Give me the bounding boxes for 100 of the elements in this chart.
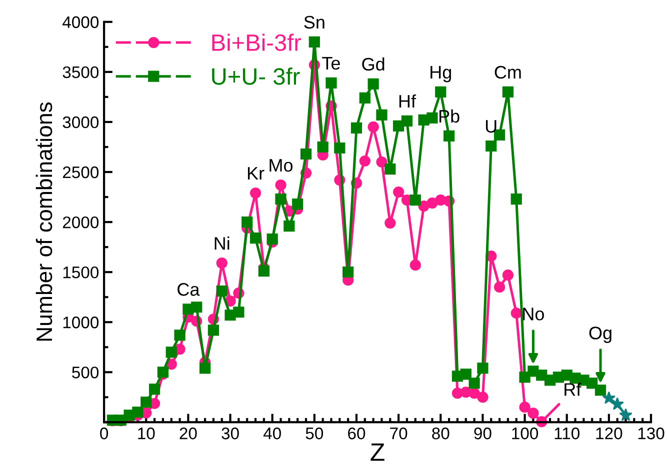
annotation: Hf [399, 94, 416, 108]
point [410, 194, 421, 206]
point [502, 86, 514, 98]
legend-label: Bi+Bi-3fr [212, 34, 302, 52]
point [376, 156, 388, 168]
point [292, 198, 304, 210]
annotation: No [523, 308, 544, 320]
point [308, 36, 320, 48]
point [594, 384, 606, 396]
y-axis-title: Number of combinations [36, 102, 52, 341]
point [284, 220, 295, 232]
annotation: Cm [494, 66, 521, 79]
y-tick-label: 3000 [62, 116, 99, 128]
point [140, 396, 152, 408]
point [510, 308, 522, 319]
annotation: Ni [214, 236, 230, 250]
point [275, 193, 286, 205]
point [342, 266, 354, 278]
point [191, 302, 202, 313]
point [519, 402, 530, 413]
annotation: Sn [304, 16, 324, 29]
point [494, 282, 506, 293]
point [477, 362, 488, 374]
x-tick-label: 40 [263, 428, 281, 440]
point [326, 77, 337, 88]
y-tick-label: 2000 [62, 216, 99, 228]
point [510, 193, 522, 205]
point [401, 115, 413, 127]
x-tick-label: 90 [474, 428, 492, 440]
point [216, 258, 228, 269]
point [148, 384, 160, 395]
annotation: U [486, 120, 496, 133]
point [435, 86, 446, 98]
x-tick-label: 20 [180, 428, 197, 440]
point [460, 368, 472, 380]
x-tick-label: 50 [306, 428, 324, 440]
point [443, 130, 455, 142]
y-tick-label: 3500 [62, 66, 99, 78]
annotation: Hg [430, 66, 452, 82]
annotation: Te [322, 57, 340, 70]
point [486, 140, 497, 152]
point [502, 270, 514, 281]
point [359, 92, 370, 104]
annotation: Rf [564, 382, 582, 396]
annotation: Og [589, 326, 612, 343]
x-tick-label: 80 [432, 428, 450, 440]
point [519, 372, 530, 383]
legend-label: U+U- 3fr [212, 68, 300, 85]
x-axis-title: Z [370, 444, 384, 461]
point [368, 78, 379, 90]
annotation: Mo [270, 159, 293, 172]
point [426, 197, 438, 209]
point [233, 306, 244, 318]
x-tick-label: 60 [348, 428, 366, 440]
point [208, 324, 219, 336]
point [174, 330, 186, 341]
point [216, 286, 228, 297]
annotation: Kr [248, 167, 264, 180]
y-tick-label: 500 [72, 366, 99, 378]
point [602, 391, 616, 404]
point [242, 216, 253, 228]
y-tick-label: 1500 [63, 266, 99, 278]
y-tick-label: 2500 [62, 166, 99, 178]
annotation: Gd [362, 57, 384, 71]
x-tick-label: 110 [554, 428, 580, 440]
point [350, 122, 362, 134]
annotation: Ca [178, 283, 200, 296]
point [410, 260, 421, 271]
point [384, 218, 396, 229]
point [468, 378, 480, 389]
point [258, 266, 270, 277]
point [393, 186, 404, 198]
point [250, 187, 262, 199]
y-tick-label: 4000 [62, 16, 99, 28]
point [384, 163, 396, 175]
point [132, 406, 144, 418]
x-tick-label: 120 [596, 428, 622, 440]
point [199, 362, 211, 374]
y-tick-label: 1000 [63, 316, 99, 328]
point [300, 148, 312, 160]
point [334, 142, 346, 154]
point [586, 378, 598, 389]
x-tick-label: 70 [390, 428, 408, 440]
point [477, 392, 488, 403]
point [426, 112, 438, 124]
point [528, 408, 539, 419]
point [610, 397, 624, 410]
x-tick-label: 0 [100, 428, 108, 440]
x-tick-label: 100 [512, 428, 538, 440]
point [317, 141, 328, 153]
point [376, 109, 388, 121]
point [266, 234, 278, 245]
point [359, 155, 370, 167]
x-tick-label: 10 [138, 428, 155, 440]
point [619, 408, 632, 421]
x-tick-label: 30 [222, 428, 239, 440]
point [166, 346, 177, 358]
x-tick-label: 130 [638, 428, 664, 440]
point [368, 121, 379, 133]
point [275, 179, 286, 191]
